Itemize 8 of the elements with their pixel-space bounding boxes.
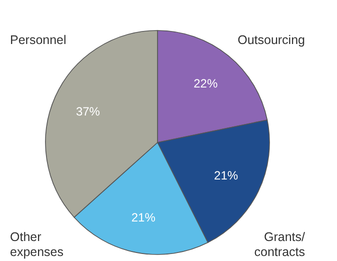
data-label: 37%: [76, 104, 100, 118]
data-label: 21%: [131, 210, 156, 224]
slice-label: Grants/contracts: [254, 230, 306, 259]
data-label: 21%: [214, 168, 238, 183]
slice-label: Outsourcing: [238, 33, 306, 47]
slice-label: Personnel: [10, 33, 66, 47]
data-label: 22%: [194, 76, 218, 90]
slice-label: Other expenses: [10, 230, 64, 259]
